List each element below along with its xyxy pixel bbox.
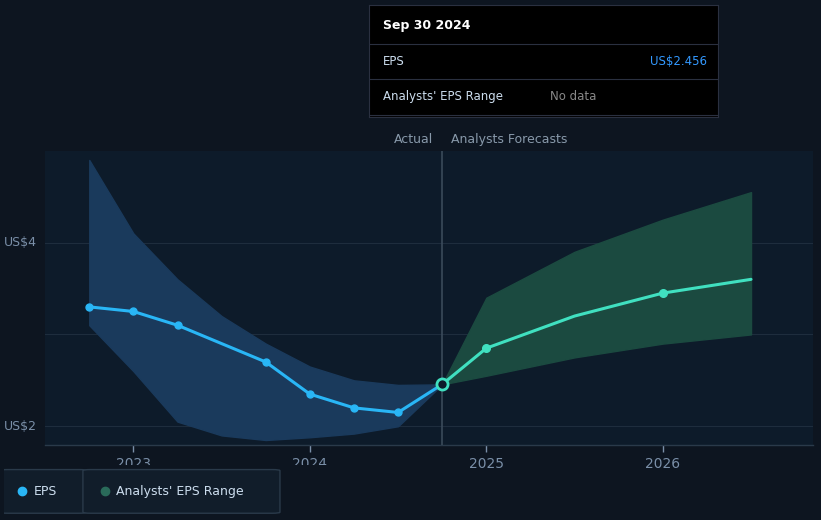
FancyBboxPatch shape xyxy=(83,470,280,513)
Text: US$4: US$4 xyxy=(4,236,37,249)
Text: EPS: EPS xyxy=(383,55,404,68)
Text: No data: No data xyxy=(550,90,596,103)
Text: Analysts' EPS Range: Analysts' EPS Range xyxy=(117,485,244,498)
Text: EPS: EPS xyxy=(34,485,57,498)
Text: US$2: US$2 xyxy=(4,420,37,433)
Text: US$2.456: US$2.456 xyxy=(650,55,707,68)
Text: Sep 30 2024: Sep 30 2024 xyxy=(383,19,470,32)
FancyBboxPatch shape xyxy=(0,470,87,513)
Text: Analysts' EPS Range: Analysts' EPS Range xyxy=(383,90,502,103)
Text: Analysts Forecasts: Analysts Forecasts xyxy=(451,133,567,146)
Text: Actual: Actual xyxy=(394,133,433,146)
